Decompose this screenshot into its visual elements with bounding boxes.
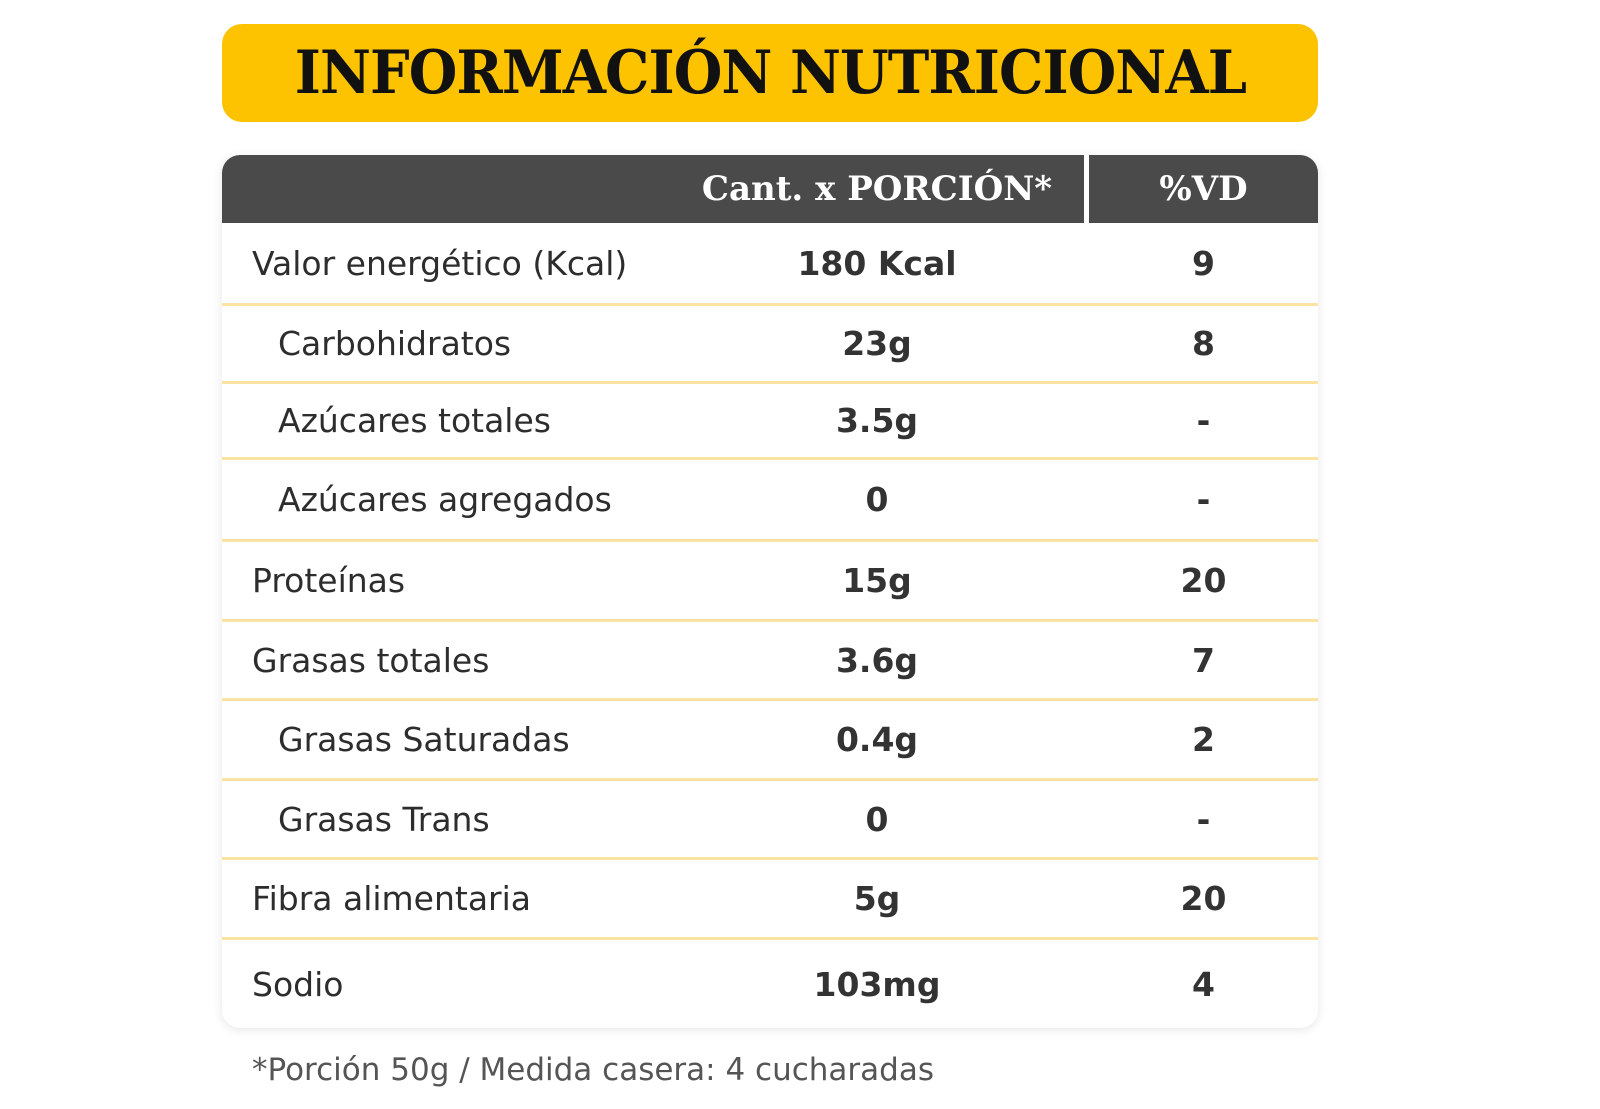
nutrient-name: Proteínas [252,561,406,600]
table-row: Azúcares agregados 0 - [222,460,1318,542]
nutrient-amount: 15g [842,561,912,600]
nutrient-amount: 103mg [813,964,941,1004]
table-row: Valor energético (Kcal) 180 Kcal 9 [222,223,1318,306]
nutrient-amount: 180 Kcal [797,243,957,283]
nutrient-daily-value: 20 [1180,879,1227,918]
nutrient-daily-value: - [1196,799,1211,839]
nutrient-amount: 5g [853,879,901,918]
nutrient-amount: 0 [865,799,889,839]
table-row: Grasas Trans 0 - [222,781,1318,860]
header-divider [1084,155,1089,223]
nutrient-name: Grasas Trans [278,799,490,839]
header-daily-value: %VD [1159,169,1248,209]
nutrient-daily-value: 8 [1192,324,1215,363]
nutrient-amount: 3.6g [835,640,919,680]
nutrient-name: Valor energético (Kcal) [252,243,628,283]
table-row: Grasas totales 3.6g 7 [222,622,1318,701]
table-row: Azúcares totales 3.5g - [222,384,1318,460]
title-banner: INFORMACIÓN NUTRICIONAL [222,24,1318,122]
nutrient-daily-value: 7 [1192,640,1215,680]
nutrient-daily-value: 2 [1192,720,1215,759]
nutrient-amount: 0 [865,480,889,519]
nutrient-name: Azúcares agregados [278,480,612,519]
nutrient-daily-value: - [1196,401,1211,440]
nutrient-name: Fibra alimentaria [252,879,532,918]
nutrient-name: Azúcares totales [278,401,551,440]
nutrition-table: Cant. x PORCIÓN* %VD Valor energético (K… [222,155,1318,1028]
table-row: Proteínas 15g 20 [222,542,1318,622]
page-title: INFORMACIÓN NUTRICIONAL [294,38,1246,108]
nutrient-name: Carbohidratos [278,324,512,363]
nutrient-amount: 23g [842,324,912,363]
table-row: Sodio 103mg 4 [222,940,1318,1028]
table-row: Carbohidratos 23g 8 [222,306,1318,384]
serving-footnote: *Porción 50g / Medida casera: 4 cucharad… [252,1052,934,1088]
table-row: Fibra alimentaria 5g 20 [222,860,1318,940]
nutrient-daily-value: - [1196,480,1211,519]
nutrient-daily-value: 20 [1180,561,1227,600]
nutrient-daily-value: 4 [1192,964,1215,1004]
nutrient-daily-value: 9 [1192,243,1215,283]
nutrient-name: Grasas totales [252,640,490,680]
nutrient-amount: 0.4g [835,720,919,759]
nutrient-name: Sodio [252,964,344,1004]
nutrient-name: Grasas Saturadas [278,720,570,759]
table-header: Cant. x PORCIÓN* %VD [222,155,1318,223]
header-amount-per-serving: Cant. x PORCIÓN* [701,169,1053,209]
nutrient-amount: 3.5g [835,401,919,440]
table-row: Grasas Saturadas 0.4g 2 [222,701,1318,781]
